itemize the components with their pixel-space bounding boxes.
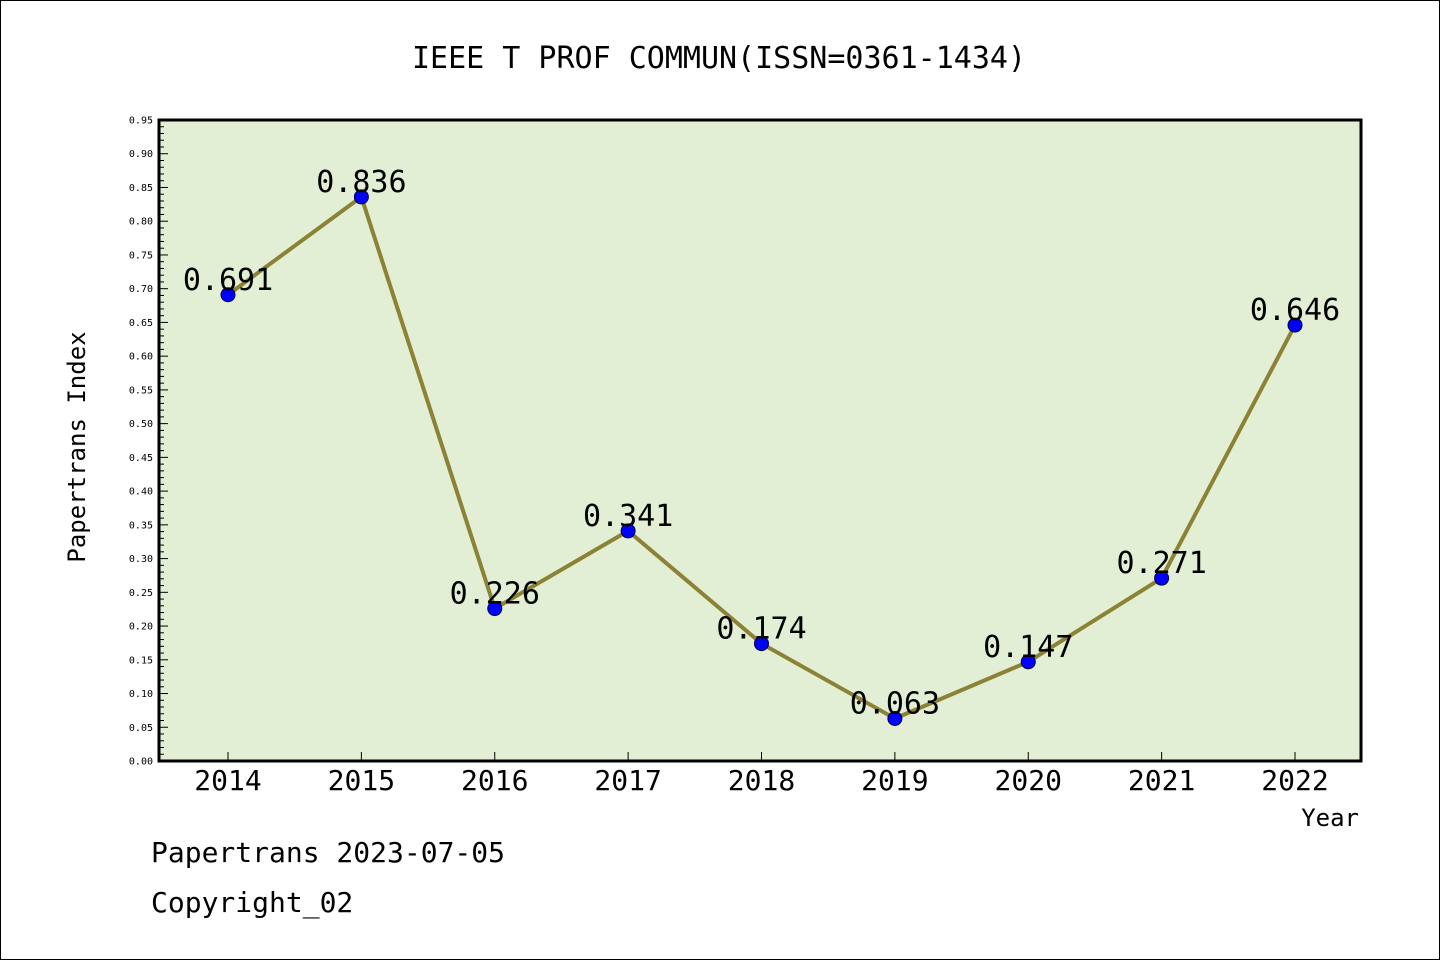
data-label: 0.646 [1250, 293, 1340, 328]
y-tick-label: 0.40 [129, 487, 153, 498]
x-tick-label: 2014 [194, 764, 261, 797]
y-tick-label: 0.55 [129, 385, 153, 396]
y-tick-label: 0.15 [129, 655, 153, 666]
y-tick-label: 0.90 [129, 149, 153, 160]
y-tick-label: 0.95 [129, 116, 153, 127]
y-tick-label: 0.25 [129, 588, 153, 599]
data-point [887, 710, 903, 726]
data-label: 0.691 [183, 263, 273, 298]
y-tick-label: 0.85 [129, 183, 153, 194]
data-label: 0.836 [316, 165, 406, 200]
copyright-text: Copyright_02 [151, 886, 354, 919]
data-point [1287, 317, 1303, 333]
data-label: 0.063 [850, 686, 940, 721]
data-label: 0.174 [716, 612, 806, 647]
x-tick-label: 2015 [328, 764, 395, 797]
x-axis: 2014 2015 2016 2017 2018 2019 2020 2021 2022 [194, 752, 1329, 797]
data-point [220, 287, 236, 303]
data-point [487, 601, 503, 617]
x-tick-label: 2018 [728, 764, 795, 797]
data-point [353, 189, 369, 205]
y-tick-label: 0.50 [129, 419, 153, 430]
data-point [754, 636, 769, 652]
series-papertrans-index [220, 189, 1303, 726]
y-tick-label: 0.60 [129, 352, 153, 363]
x-tick-label: 2017 [594, 764, 661, 797]
y-tick-label: 0.30 [129, 554, 153, 565]
source-date-text: Papertrans 2023-07-05 [151, 836, 506, 869]
y-tick-label: 0.65 [129, 318, 153, 329]
data-point [1154, 570, 1170, 586]
plot-area [157, 118, 1363, 763]
y-tick-label: 0.70 [129, 284, 153, 295]
x-tick-label: 2021 [1128, 764, 1195, 797]
y-tick-label: 0.20 [129, 622, 153, 633]
data-label: 0.271 [1116, 546, 1206, 581]
y-tick-label: 0.00 [129, 757, 153, 768]
data-labels: 0.691 0.836 0.226 0.341 0.174 0.063 0.147 0.271… [183, 165, 1340, 722]
x-tick-label: 2020 [995, 764, 1062, 797]
y-tick-label: 0.80 [129, 217, 153, 228]
y-tick-label: 0.10 [129, 689, 153, 700]
x-axis-label: Year [1301, 804, 1359, 832]
y-axis-label: Papertrans Index [63, 331, 91, 562]
y-tick-label: 0.75 [129, 250, 153, 261]
data-point [620, 523, 636, 539]
y-tick-label: 0.05 [129, 723, 153, 734]
x-tick-label: 2016 [461, 764, 528, 797]
y-tick-label: 0.35 [129, 520, 153, 531]
data-label: 0.341 [583, 499, 673, 534]
y-tick-label: 0.45 [129, 453, 153, 464]
data-point [1020, 654, 1036, 670]
y-axis: 0.00 0.05 0.10 0.15 0.20 0.25 0.30 0.35 0.40 0.45… [129, 116, 168, 768]
x-tick-label: 2019 [861, 764, 928, 797]
chart-title: IEEE T PROF COMMUN(ISSN=0361-1434) [412, 41, 1026, 76]
x-tick-label: 2022 [1261, 764, 1328, 797]
data-label: 0.147 [983, 630, 1073, 665]
data-label: 0.226 [450, 577, 540, 612]
